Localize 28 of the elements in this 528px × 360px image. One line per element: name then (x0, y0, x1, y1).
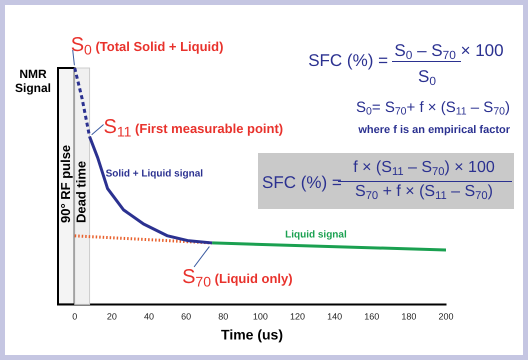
x-tick-label: 140 (327, 311, 342, 322)
x-tick-label: 0 (72, 311, 78, 322)
band-label: 90° RF pulse (58, 144, 73, 223)
annotation: S$_{70}$ (Liquid only) (182, 266, 293, 290)
annotation: S$_{0}$ (Total Solid + Liquid) (70, 34, 224, 58)
x-axis-title: Time (us) (221, 326, 283, 342)
annotation: SFC (%) = (307, 51, 388, 70)
text: S$_{0}$= S$_{70}$+ f × (S$_{11}$ – S$_{70}$) (356, 99, 510, 118)
band-label: Dead time (74, 160, 89, 223)
annotation: S$_{70}$ + f × (S$_{11}$ – S$_{70}$) (355, 183, 493, 202)
x-tick-label: 200 (438, 311, 454, 322)
x-tick-label: 120 (290, 311, 305, 322)
annotation: S$_{11}$ (First measurable point) (104, 116, 284, 140)
y-axis-title: NMR Signal (14, 67, 52, 96)
x-tick-label: 180 (401, 311, 416, 322)
annotation: f × (S$_{11}$ – S$_{70}$) × 100 (353, 159, 495, 178)
series-label: Solid + Liquid signal (106, 168, 204, 180)
annotation: S$_{0}$ (417, 67, 437, 88)
annotation: SFC (%) = (262, 173, 342, 192)
series-label: Liquid signal (285, 230, 347, 241)
x-tick-label: 40 (144, 311, 154, 322)
text: S$_{0}$ – S$_{70}$ × 100 (393, 41, 505, 62)
x-tick-label: 160 (364, 311, 380, 322)
x-tick-label: 20 (106, 311, 117, 322)
x-tick-label: 60 (181, 311, 192, 322)
annotation: where f is an empirical factor (357, 124, 510, 136)
x-tick-label: 100 (252, 311, 268, 322)
x-tick-label: 80 (218, 311, 228, 322)
